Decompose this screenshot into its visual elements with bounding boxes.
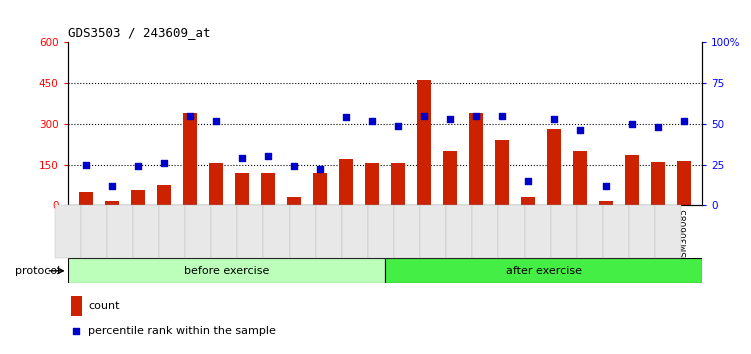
Text: before exercise: before exercise xyxy=(183,266,269,276)
Bar xyxy=(287,197,301,205)
Bar xyxy=(182,113,197,205)
Point xyxy=(444,116,456,122)
Text: count: count xyxy=(88,301,119,311)
Point xyxy=(626,121,638,127)
Point xyxy=(314,167,326,172)
Point xyxy=(470,113,482,119)
Bar xyxy=(312,173,327,205)
Point xyxy=(548,116,560,122)
Bar xyxy=(677,161,691,205)
Point xyxy=(288,164,300,169)
Text: after exercise: after exercise xyxy=(505,266,581,276)
Bar xyxy=(651,162,665,205)
Bar xyxy=(209,163,223,205)
Bar xyxy=(547,129,561,205)
Text: GDS3503 / 243609_at: GDS3503 / 243609_at xyxy=(68,26,210,39)
Point xyxy=(366,118,378,124)
Bar xyxy=(495,140,509,205)
Bar xyxy=(625,155,639,205)
Bar xyxy=(365,163,379,205)
Bar xyxy=(520,197,535,205)
Point xyxy=(236,155,248,161)
Bar xyxy=(339,159,353,205)
Point xyxy=(574,127,586,133)
Point xyxy=(678,118,690,124)
Bar xyxy=(261,173,275,205)
Bar xyxy=(68,258,385,283)
Bar xyxy=(235,173,249,205)
Point xyxy=(496,113,508,119)
Point xyxy=(158,160,170,166)
Point xyxy=(184,113,196,119)
Text: percentile rank within the sample: percentile rank within the sample xyxy=(88,326,276,336)
Bar xyxy=(79,192,93,205)
Point xyxy=(106,183,118,189)
Bar xyxy=(131,190,145,205)
Point xyxy=(262,154,274,159)
Bar xyxy=(599,201,613,205)
Point xyxy=(71,328,83,334)
Point xyxy=(392,123,404,129)
Bar xyxy=(573,151,587,205)
Text: protocol: protocol xyxy=(15,266,60,276)
Point xyxy=(80,162,92,167)
Bar xyxy=(469,113,483,205)
Bar xyxy=(443,151,457,205)
Bar xyxy=(417,80,431,205)
Bar xyxy=(391,163,405,205)
Point xyxy=(132,164,144,169)
Bar xyxy=(385,258,702,283)
Point xyxy=(522,178,534,184)
Point xyxy=(210,118,222,124)
Point xyxy=(418,113,430,119)
Bar xyxy=(104,201,119,205)
Point xyxy=(340,115,352,120)
Point xyxy=(652,124,664,130)
Bar xyxy=(157,185,171,205)
Bar xyxy=(71,296,82,316)
Point xyxy=(600,183,612,189)
